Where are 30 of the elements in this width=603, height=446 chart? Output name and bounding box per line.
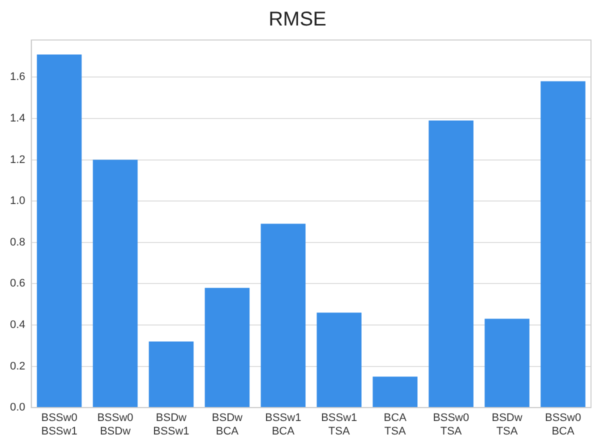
y-tick-label: 1.0 bbox=[10, 195, 26, 208]
x-tick-label: BSDw BCA bbox=[212, 412, 243, 438]
y-tick-label: 0.2 bbox=[10, 360, 26, 372]
y-tick-label: 1.4 bbox=[10, 112, 26, 125]
y-tick-label: 0.4 bbox=[10, 319, 26, 332]
x-tick-label: BSDw TSA bbox=[492, 412, 522, 438]
bar bbox=[428, 120, 474, 408]
bar bbox=[36, 54, 82, 408]
y-tick-label: 1.6 bbox=[10, 71, 26, 84]
bar bbox=[204, 288, 250, 408]
bar bbox=[484, 318, 530, 408]
bar bbox=[540, 81, 586, 408]
bar bbox=[372, 376, 418, 408]
x-tick-label: BSDw BSSw1 bbox=[153, 412, 190, 438]
x-tick-label: BSSw0 TSA bbox=[433, 412, 470, 438]
y-tick-label: 0.0 bbox=[10, 402, 26, 414]
y-tick-label: 0.8 bbox=[10, 236, 26, 248]
x-tick-label: BSSw0 BCA bbox=[544, 412, 582, 438]
x-tick-label: BSSw1 TSA bbox=[321, 412, 358, 438]
bar bbox=[92, 160, 138, 408]
x-tick-label: BCA TSA bbox=[384, 412, 408, 438]
bar bbox=[148, 342, 194, 408]
x-tick-label: BSSw0 BSSw1 bbox=[41, 412, 78, 438]
chart-title: RMSE bbox=[268, 8, 326, 31]
bar bbox=[260, 224, 306, 408]
y-tick-label: 1.2 bbox=[10, 154, 26, 166]
x-tick-label: BSSw1 BCA bbox=[265, 412, 302, 438]
x-tick-label: BSSw0 BSDw bbox=[97, 412, 134, 438]
y-tick-label: 0.6 bbox=[10, 278, 26, 290]
bar bbox=[316, 312, 362, 408]
